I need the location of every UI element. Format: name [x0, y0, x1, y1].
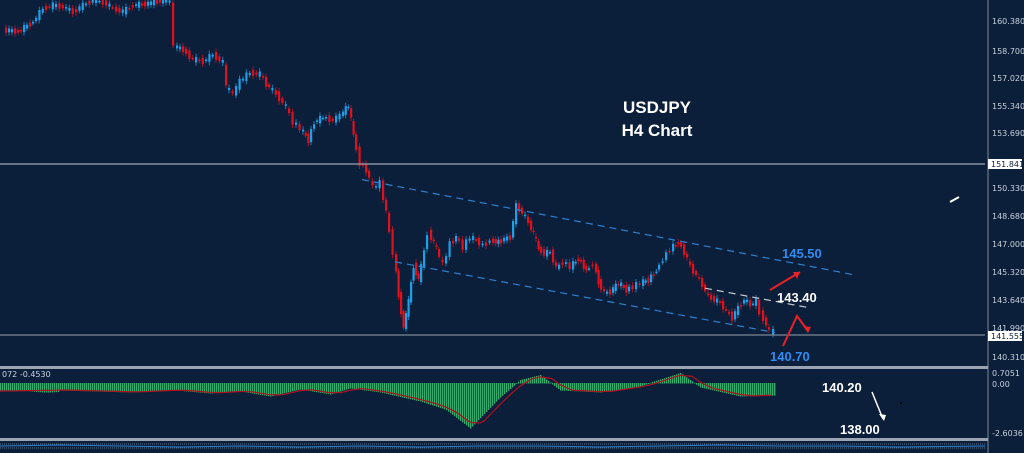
price-tick: 141.990: [992, 324, 1024, 333]
price-tick: 158.700: [992, 47, 1024, 56]
price-axis[interactable]: 160.380 158.700 157.020 155.340 153.690 …: [992, 17, 1024, 362]
level-tag-151841: [988, 159, 1022, 169]
macd-tick: 0.00: [992, 380, 1010, 389]
price-tick: 160.380: [992, 17, 1024, 26]
macd-tick: -2.6036: [992, 429, 1023, 438]
price-tick: 140.310: [992, 353, 1024, 362]
annotation-143-40: 143.40: [777, 290, 817, 305]
level-tag-141555-text: 141.555: [991, 332, 1024, 341]
arrow-head-icon: [793, 272, 800, 279]
pane-divider[interactable]: [0, 438, 988, 441]
stray-dot: [900, 402, 902, 404]
price-tick: 147.000: [992, 240, 1024, 249]
price-tick: 155.340: [992, 102, 1024, 111]
stray-mark: [949, 196, 960, 203]
projection-arrows: [769, 196, 960, 421]
annotation-140-20: 140.20: [822, 380, 862, 395]
level-tag-151841-text: 151.841: [991, 160, 1024, 169]
arrow-head-icon: [803, 326, 811, 333]
price-tick: 145.320: [992, 268, 1024, 277]
annotation-140-70: 140.70: [770, 349, 810, 364]
chart-subtitle: H4 Chart: [622, 121, 693, 140]
price-tick: 150.330: [992, 184, 1024, 193]
pane-divider[interactable]: [0, 366, 988, 369]
macd-signal-line: [0, 374, 773, 424]
arrow-head-icon: [879, 414, 886, 421]
channel-lower-line[interactable]: [394, 261, 776, 334]
candlestick-series: [5, 0, 775, 338]
arrow-zigzag-icon: [782, 314, 809, 347]
macd-header: 072 -0.4530: [2, 370, 51, 379]
price-tick: 153.690: [992, 129, 1024, 138]
level-tag-141555: [988, 331, 1022, 341]
chart-title: USDJPY: [623, 98, 692, 117]
macd-tick: 0.7051: [992, 369, 1020, 378]
trendlines: [361, 179, 856, 334]
price-tick: 157.020: [992, 74, 1024, 83]
bottom-indicator-pane: [0, 443, 986, 449]
macd-indicator: [0, 373, 776, 429]
price-tick: 143.640: [992, 296, 1024, 305]
resistance-short-line[interactable]: [704, 287, 811, 309]
annotation-145-50: 145.50: [782, 246, 822, 261]
price-tick: 148.680: [992, 212, 1024, 221]
annotation-138-00: 138.00: [840, 422, 880, 437]
